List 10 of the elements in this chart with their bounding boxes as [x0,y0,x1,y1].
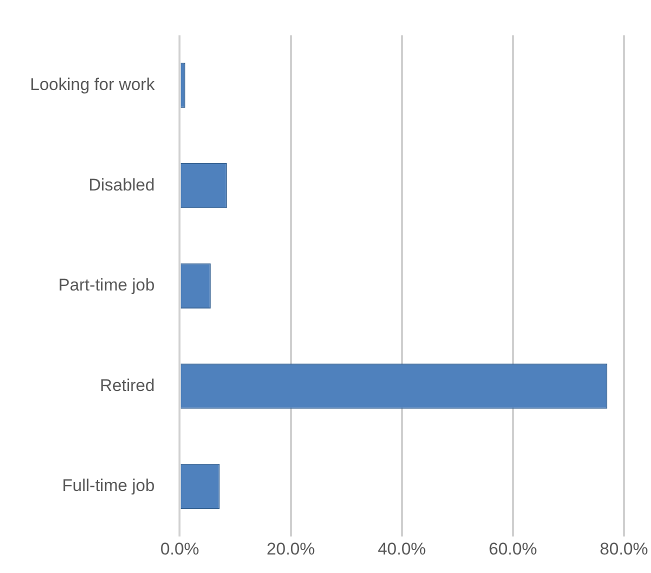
y-tick-label: Part-time job [58,276,155,295]
y-tick-label: Full-time job [62,476,155,496]
x-tick-label: 40.0% [378,539,426,558]
x-tick-label: 0.0% [160,539,200,558]
x-tick-label: 80.0% [600,539,648,558]
y-tick-label: Disabled [88,175,155,194]
x-tick-label: 20.0% [266,539,315,558]
y-tick-label: Looking for work [30,75,156,94]
y-tick-label: Retired [100,376,155,395]
x-tick-label: 60.0% [488,539,537,558]
